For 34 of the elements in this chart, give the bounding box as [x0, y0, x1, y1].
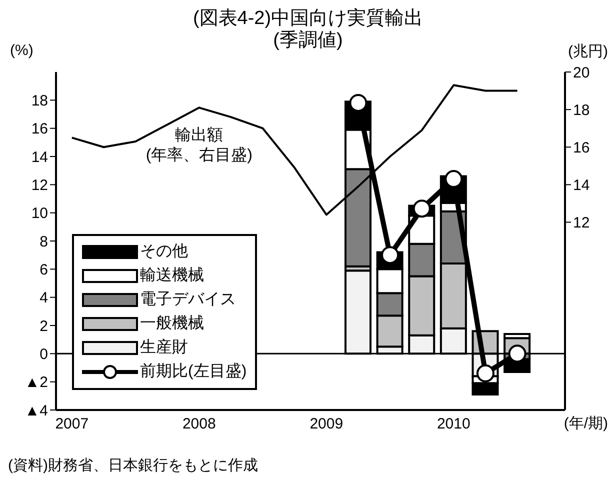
y2-tick-label: 12: [573, 214, 590, 232]
y2-tick-label: 16: [573, 139, 590, 156]
chart-title: (図表4-2)中国向け実質輸出: [192, 8, 424, 30]
y2-tick-label: 18: [573, 102, 590, 119]
legend-label: 生産財: [140, 338, 188, 358]
x-tick-label: 2007: [55, 416, 89, 433]
y-tick-label: 14: [31, 148, 48, 166]
y-tick-label: ▲4: [24, 402, 48, 420]
y-tick-label: 4: [40, 290, 48, 307]
y-tick-label: 10: [31, 205, 48, 222]
y-tick-label: 8: [40, 233, 48, 250]
legend-label: その他: [140, 242, 188, 262]
legend-label: 輸送機械: [140, 266, 204, 286]
y-tick-label: 18: [31, 92, 48, 110]
x-tick-label: 2008: [182, 416, 216, 433]
y-axis-title: (%): [10, 42, 34, 59]
y-tick-label: ▲2: [24, 374, 48, 392]
y-tick-label: 0: [40, 346, 48, 363]
y2-tick-label: 20: [573, 64, 590, 82]
chart-subtitle: (季調値): [273, 30, 343, 51]
x-tick-label: 2010: [436, 416, 470, 433]
y-tick-label: 6: [40, 261, 48, 278]
x-axis-title: (年/期): [564, 414, 608, 433]
text: (資料)財務省、日本銀行をもとに作成: [8, 456, 258, 475]
legend-label: 電子デバイス: [140, 290, 236, 310]
y2-axis-title: (兆円): [568, 42, 608, 61]
y-tick-label: 16: [31, 120, 48, 138]
series-label: 輸出額 (年率、右目盛): [144, 126, 254, 166]
y-tick-label: 12: [31, 176, 48, 194]
y2-tick-label: 14: [573, 176, 590, 194]
x-tick-label: 2009: [310, 416, 344, 433]
legend-label: 一般機械: [140, 314, 204, 334]
y-tick-label: 2: [40, 318, 48, 335]
legend-label: 前期比(左目盛): [140, 362, 247, 382]
